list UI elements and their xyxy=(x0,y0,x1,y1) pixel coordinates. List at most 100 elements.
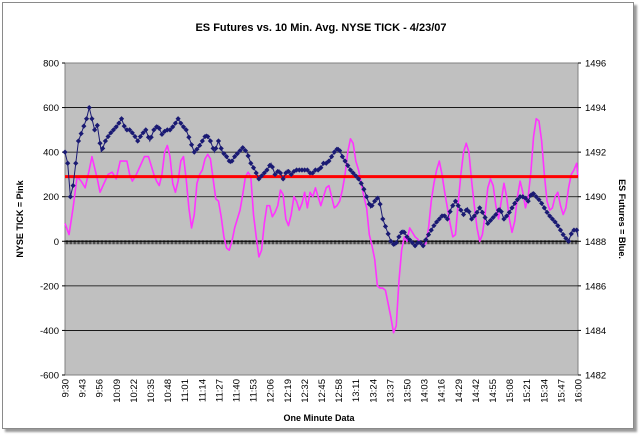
es-point xyxy=(374,195,380,201)
es-point xyxy=(132,133,138,140)
es-point xyxy=(264,167,270,173)
es-point xyxy=(180,124,187,130)
es-point xyxy=(458,207,464,213)
es-point xyxy=(536,197,542,203)
es-point xyxy=(420,243,426,249)
x-tick-label: 14:55 xyxy=(488,379,499,403)
es-point xyxy=(514,197,521,203)
es-point xyxy=(555,223,561,229)
es-point xyxy=(92,127,98,133)
es-point xyxy=(113,124,119,130)
es-point xyxy=(525,198,531,204)
es-point xyxy=(199,138,205,144)
x-tick-label: 12:06 xyxy=(266,379,277,403)
y-left-tick-label: 800 xyxy=(43,59,59,70)
es-point xyxy=(326,158,332,164)
es-point xyxy=(571,227,577,233)
es-point xyxy=(218,145,224,152)
es-point xyxy=(78,130,84,137)
es-point xyxy=(124,127,130,133)
es-point xyxy=(339,154,345,160)
x-tick-label: 15:34 xyxy=(539,379,550,403)
es-point xyxy=(358,180,364,186)
x-tick-label: 10:35 xyxy=(146,379,157,403)
plot-area xyxy=(64,62,579,376)
es-point xyxy=(167,127,173,133)
es-point xyxy=(404,234,410,240)
es-point xyxy=(444,216,450,222)
es-point xyxy=(97,140,103,146)
es-point xyxy=(460,211,467,218)
y-axis-right: 1496 1494 1492 1490 1488 1486 1484 1482 xyxy=(578,59,606,382)
es-point xyxy=(310,170,316,176)
es-point xyxy=(506,209,512,215)
es-point xyxy=(369,203,375,209)
es-point xyxy=(223,154,230,160)
x-tick-label: 11:27 xyxy=(214,379,225,402)
es-point xyxy=(269,164,275,170)
x-tick-label: 9:56 xyxy=(95,379,106,398)
es-point xyxy=(248,160,254,166)
x-tick-label: 11:01 xyxy=(180,379,191,402)
x-tick-label: 14:42 xyxy=(471,379,482,403)
es-point xyxy=(347,167,354,173)
es-point xyxy=(447,208,453,215)
es-point xyxy=(350,170,356,176)
es-point xyxy=(471,213,477,219)
es-point xyxy=(401,229,407,235)
es-point xyxy=(256,176,262,182)
es-point xyxy=(232,154,238,160)
es-point xyxy=(396,234,402,240)
x-tick-label: 14:16 xyxy=(437,379,448,403)
y-right-tick-label: 1486 xyxy=(585,281,606,292)
es-point xyxy=(463,207,469,213)
es-point xyxy=(302,167,308,173)
es-point xyxy=(178,120,184,126)
es-point xyxy=(380,216,386,222)
es-point xyxy=(493,211,499,218)
es-point xyxy=(407,237,413,243)
es-point xyxy=(261,170,267,176)
x-tick-label: 13:24 xyxy=(368,379,379,403)
es-point xyxy=(323,160,329,166)
es-point xyxy=(469,216,475,222)
es-point xyxy=(127,127,133,133)
es-point xyxy=(75,138,82,144)
es-point xyxy=(121,123,127,129)
y-right-tick-label: 1482 xyxy=(585,371,606,382)
es-point xyxy=(170,124,176,130)
es-point xyxy=(108,130,114,136)
es-point xyxy=(318,165,324,171)
y-left-tick-label: 600 xyxy=(43,103,59,114)
x-tick-label: 10:09 xyxy=(112,379,123,403)
es-point xyxy=(105,133,111,140)
x-tick-label: 13:50 xyxy=(403,379,414,403)
es-point xyxy=(385,231,391,237)
es-point xyxy=(312,167,319,173)
es-point xyxy=(487,217,494,224)
es-point xyxy=(175,116,181,122)
es-point xyxy=(423,237,429,243)
es-point xyxy=(425,232,432,238)
es-point xyxy=(207,138,214,144)
chart: 9:30 9:43 9:56 10:09 10:22 10:35 10:48 11:01 11:… xyxy=(15,22,627,423)
series-es-futures xyxy=(62,104,580,249)
es-point xyxy=(442,213,448,219)
es-point xyxy=(450,203,456,209)
es-point xyxy=(539,200,545,206)
es-point xyxy=(409,240,415,246)
y-left-tick-label: 200 xyxy=(43,192,59,203)
es-point xyxy=(337,148,343,154)
es-point xyxy=(245,153,251,159)
es-point xyxy=(73,160,79,166)
es-point xyxy=(280,176,286,182)
x-tick-label: 15:21 xyxy=(522,379,533,403)
es-point xyxy=(215,138,222,144)
es-point xyxy=(382,223,389,230)
es-point xyxy=(100,145,106,152)
es-point xyxy=(428,227,434,233)
x-tick-label: 10:48 xyxy=(163,379,174,403)
es-point xyxy=(110,127,117,133)
x-tick-label: 11:40 xyxy=(232,379,243,402)
x-tick-label: 12:32 xyxy=(300,379,311,403)
